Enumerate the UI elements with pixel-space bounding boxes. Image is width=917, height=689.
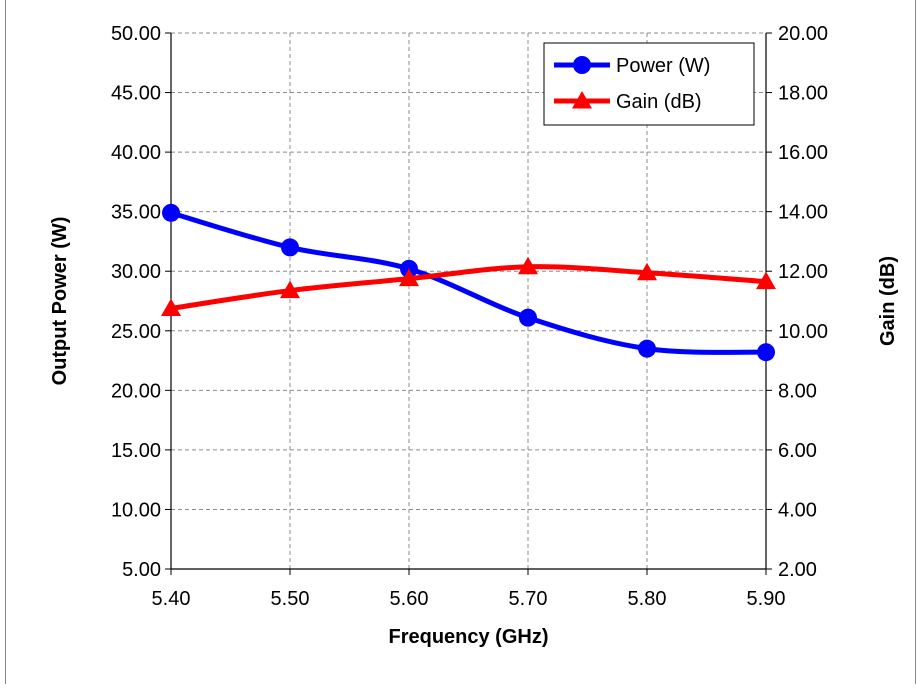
gain-point xyxy=(756,271,776,290)
chart-frame: 5.00 2.00 10.00 4.00 15.00 6.00 20.00 8.00 25.00… xyxy=(5,0,916,684)
y-tick-label: 45.00 xyxy=(111,83,161,105)
series-line-gain xyxy=(170,264,767,311)
power-point xyxy=(638,339,656,358)
y2-tick-label: 6.00 xyxy=(778,440,817,462)
y-tick-label: 40.00 xyxy=(111,142,161,164)
gain-point xyxy=(280,280,300,299)
axis-labels: Frequency (GHz) Output Power (W) Gain (dB) xyxy=(49,217,899,648)
x-tick-label: 5.70 xyxy=(509,588,548,610)
y2-tick-label: 14.00 xyxy=(778,202,828,224)
legend-label-power: Power (W) xyxy=(616,55,710,77)
y2-tick-label: 2.00 xyxy=(778,559,817,581)
legend-marker-gain xyxy=(572,91,592,109)
x-tick-label: 5.90 xyxy=(747,588,786,610)
y-axis-label: Output Power (W) xyxy=(49,217,71,386)
y-tick-label: 50.00 xyxy=(111,23,161,45)
series-group xyxy=(161,203,776,362)
power-point xyxy=(162,203,180,222)
series-line-power xyxy=(170,210,767,355)
y2-tick-label: 4.00 xyxy=(778,499,817,521)
y-tick-label: 35.00 xyxy=(111,202,161,224)
x-tick-label: 5.80 xyxy=(628,588,667,610)
y2-tick-label: 12.00 xyxy=(778,261,828,283)
legend: Power (W) Gain (dB) xyxy=(543,42,755,126)
tick-labels: 5.00 2.00 10.00 4.00 15.00 6.00 20.00 8.00 25.00… xyxy=(111,23,828,610)
y-tick-label: 15.00 xyxy=(111,440,161,462)
power-point xyxy=(281,238,299,257)
y2-tick-label: 8.00 xyxy=(778,380,817,402)
y2-tick-label: 20.00 xyxy=(778,23,828,45)
power-point xyxy=(757,343,775,362)
legend-marker-power xyxy=(573,56,591,74)
gain-point xyxy=(637,262,657,281)
y-tick-label: 20.00 xyxy=(111,380,161,402)
x-tick-label: 5.50 xyxy=(271,588,310,610)
power-point xyxy=(519,308,537,327)
y2-tick-label: 10.00 xyxy=(778,321,828,343)
y2-axis-label: Gain (dB) xyxy=(877,256,899,346)
x-tick-label: 5.40 xyxy=(152,588,191,610)
y-tick-label: 5.00 xyxy=(122,559,161,581)
y2-tick-label: 18.00 xyxy=(778,83,828,105)
gain-point xyxy=(399,268,419,287)
gain-point xyxy=(161,298,181,316)
x-tick-label: 5.60 xyxy=(390,588,429,610)
chart: 5.00 2.00 10.00 4.00 15.00 6.00 20.00 8.00 25.00… xyxy=(49,23,899,648)
y-tick-label: 30.00 xyxy=(111,261,161,283)
y-tick-label: 25.00 xyxy=(111,321,161,343)
legend-label-gain: Gain (dB) xyxy=(616,91,702,113)
gain-point xyxy=(518,256,538,275)
y2-tick-label: 16.00 xyxy=(778,142,828,164)
y-tick-label: 10.00 xyxy=(111,499,161,521)
x-axis-label: Frequency (GHz) xyxy=(388,626,548,648)
